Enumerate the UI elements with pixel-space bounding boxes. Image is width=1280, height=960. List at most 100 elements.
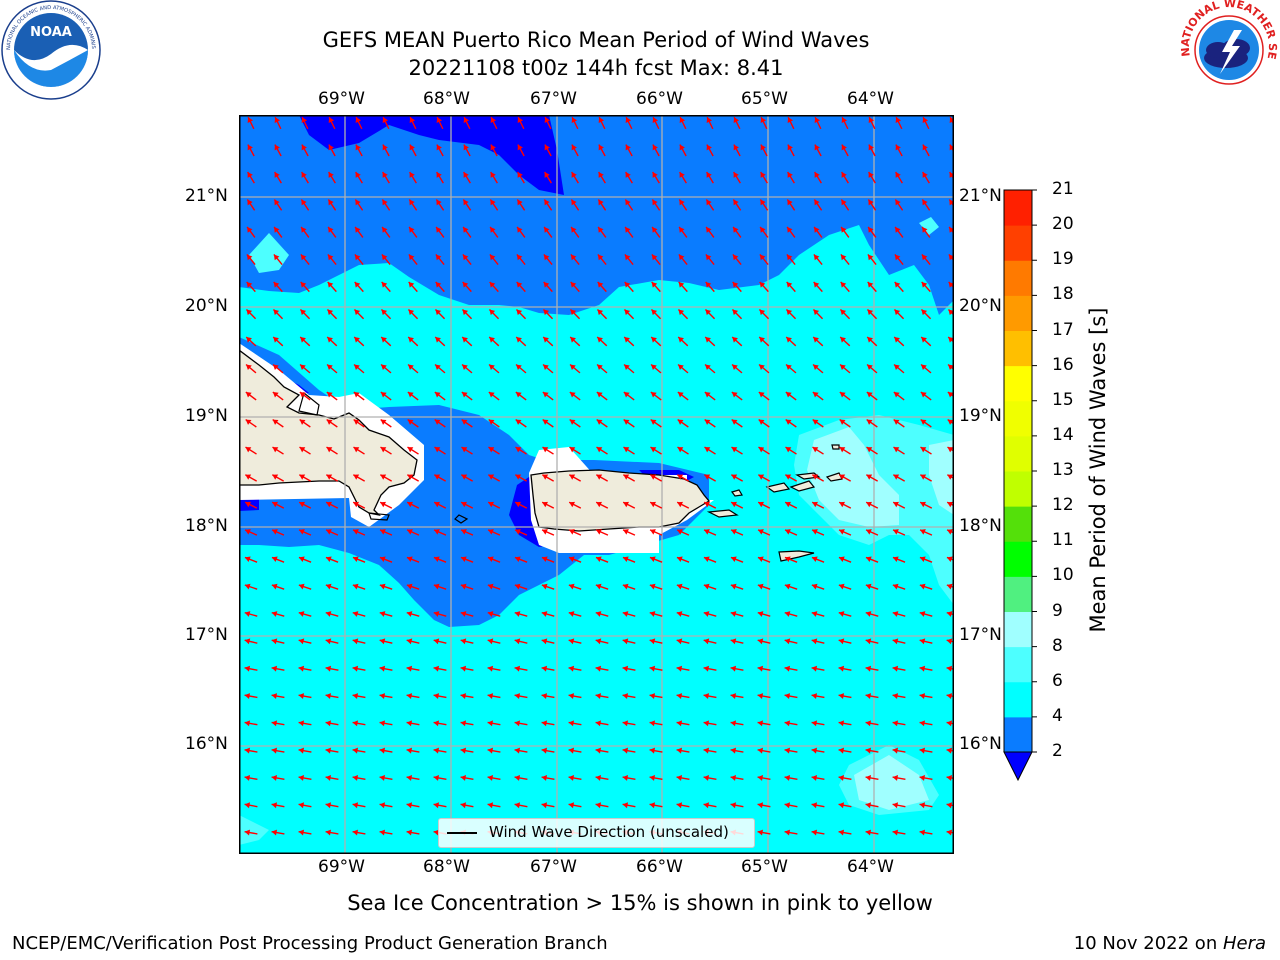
wind-arrow-head (894, 254, 901, 261)
wind-arrow-head (352, 611, 359, 617)
field-6-8-sw (239, 815, 269, 845)
wind-arrow-head (271, 583, 278, 590)
wind-arrow-head (379, 556, 386, 563)
wind-arrow-head (813, 309, 820, 316)
wind-arrow-head (379, 611, 386, 617)
wind-arrow-head (541, 556, 548, 563)
wind-arrow-head (514, 693, 521, 699)
wind-arrow-head (787, 226, 793, 233)
wind-arrow-head (866, 474, 873, 480)
wind-arrow-head (247, 172, 253, 178)
wind-arrow-head (705, 364, 711, 371)
wind-arrow-head (488, 419, 495, 425)
wind-arrow-head (812, 392, 819, 398)
colorbar-tick-label: 12 (1052, 495, 1074, 516)
wind-arrow-head (244, 774, 251, 781)
wind-arrow-head (433, 802, 440, 809)
wind-arrow-head (354, 281, 361, 288)
wind-arrow-head (730, 611, 737, 617)
wind-arrow-head (245, 392, 252, 398)
wind-arrow-head (544, 144, 550, 151)
wind-arrow-head (624, 281, 631, 288)
wind-arrow-head (595, 556, 602, 563)
colorbar-segment (1004, 225, 1032, 261)
wind-arrow-head (865, 720, 872, 727)
wind-arrow-head (813, 254, 820, 261)
wind-arrow-head (865, 583, 872, 590)
wind-arrow-head (813, 336, 819, 343)
wind-arrow-head (784, 583, 791, 590)
wind-arrow-head (382, 144, 388, 151)
wind-arrow-head (679, 199, 685, 206)
wind-arrow-head (571, 117, 578, 123)
wind-arrow-head (759, 281, 766, 288)
wind-arrow-head (271, 747, 278, 754)
wind-arrow-head (841, 226, 847, 233)
wind-arrow-head (678, 336, 684, 343)
wind-arrow-head (679, 117, 686, 123)
wind-arrow-head (838, 747, 845, 754)
wind-arrow-head (840, 281, 847, 288)
wind-arrow-head (379, 829, 386, 836)
wind-arrow-head (868, 226, 874, 233)
wind-arrow-head (704, 501, 711, 508)
wind-arrow-head (596, 529, 602, 535)
wind-arrow-head (811, 693, 818, 699)
wind-arrow-head (300, 254, 307, 261)
wind-arrow-head (867, 364, 873, 371)
wind-arrow-head (406, 638, 413, 645)
wind-arrow-head (786, 309, 793, 316)
wind-arrow-head (569, 419, 576, 425)
wind-arrow-head (382, 226, 388, 233)
wind-arrow-head (328, 117, 335, 123)
wind-arrow-head (785, 501, 792, 508)
wind-arrow-head (623, 419, 630, 425)
wind-arrow-head (327, 364, 333, 371)
wind-arrow-head (703, 556, 710, 563)
wind-arrow-head (353, 419, 360, 425)
wind-arrow-head (595, 611, 602, 617)
colorbar-segment (1004, 576, 1032, 612)
wind-arrow-head (865, 774, 872, 781)
wind-arrow-head (300, 336, 306, 343)
wind-arrow-head (327, 336, 333, 343)
wind-arrow-head (379, 802, 386, 809)
wind-arrow-head (677, 392, 684, 398)
wind-arrow-head (706, 117, 713, 123)
wind-arrow-head (487, 583, 494, 590)
wind-arrow-head (488, 392, 495, 398)
wind-arrow-head (867, 309, 874, 316)
wind-arrow-head (490, 144, 496, 151)
wind-arrow-head (866, 501, 873, 508)
wind-arrow-head (676, 693, 683, 699)
wind-arrow-head (624, 309, 631, 316)
wind-arrow-head (784, 693, 791, 699)
lon-label-top-68: 68°W (423, 89, 470, 109)
wind-arrow-head (623, 392, 630, 398)
wind-arrow-head (490, 172, 496, 178)
wind-arrow-head (244, 747, 251, 754)
wind-arrow-head (433, 720, 440, 727)
wind-arrow-head (786, 281, 793, 288)
field-6-8-ne (919, 217, 939, 235)
wind-arrow-head (814, 172, 820, 178)
wind-arrow-head (731, 529, 737, 535)
wind-arrow-head (676, 611, 683, 617)
wind-arrow-head (406, 774, 413, 781)
wind-arrow-head (487, 665, 494, 672)
wind-arrow-head (355, 144, 361, 151)
wind-arrow-head (813, 281, 820, 288)
wind-arrow-head (652, 144, 658, 151)
lon-label-top-64: 64°W (847, 89, 894, 109)
wind-arrow-head (841, 172, 847, 178)
wind-arrow-head (352, 829, 359, 836)
wind-arrow-head (703, 720, 710, 727)
wind-arrow-head (893, 447, 900, 453)
wind-arrow-head (299, 474, 306, 480)
wind-arrow-head (759, 254, 766, 261)
wind-arrow-head (705, 281, 712, 288)
wind-arrow-head (247, 117, 254, 123)
wind-arrow-head (814, 144, 820, 151)
wind-arrow-head (434, 474, 441, 480)
wind-arrow-head (352, 774, 359, 781)
